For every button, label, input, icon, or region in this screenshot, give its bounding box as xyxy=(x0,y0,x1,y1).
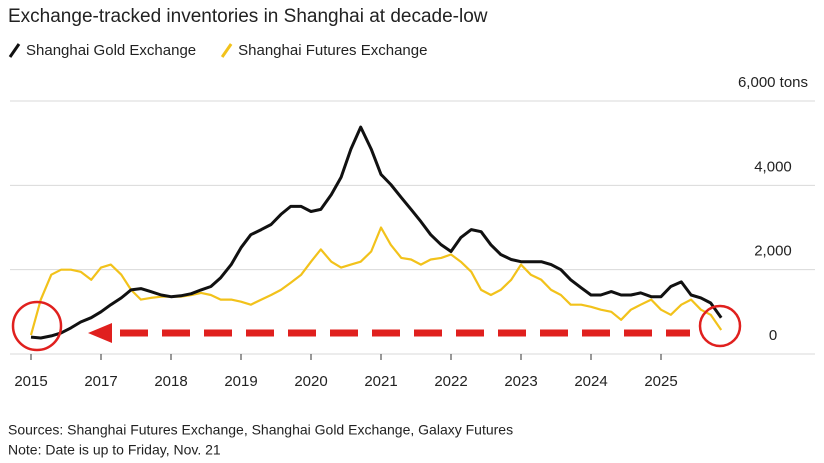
series-line xyxy=(29,226,723,336)
x-tick-label: 2024 xyxy=(574,373,607,390)
x-tick-label: 2025 xyxy=(644,373,677,390)
x-tick-label: 2018 xyxy=(154,373,187,390)
highlight-circle xyxy=(11,300,63,352)
legend-swatch xyxy=(220,43,233,58)
lines xyxy=(29,125,723,340)
x-tick-label: 2015 xyxy=(14,373,47,390)
x-tick-label: 2021 xyxy=(364,373,397,390)
x-tick-label: 2023 xyxy=(504,373,537,390)
sources: Sources: Shanghai Futures Exchange, Shan… xyxy=(8,422,513,438)
arrow-head xyxy=(88,323,112,343)
note: Note: Date is up to Friday, Nov. 21 xyxy=(8,442,221,458)
annotations xyxy=(11,300,742,352)
legend-label: Shanghai Gold Exchange xyxy=(26,42,196,59)
highlight-circle xyxy=(698,304,742,348)
series-line xyxy=(30,125,723,340)
legend-swatch xyxy=(8,43,21,58)
y-tick-label: 6,000 tons xyxy=(738,74,808,91)
x-tick-label: 2017 xyxy=(84,373,117,390)
chart-title: Exchange-tracked inventories in Shanghai… xyxy=(8,6,488,27)
y-tick-label: 2,000 xyxy=(754,243,792,260)
x-tick-label: 2019 xyxy=(224,373,257,390)
x-tick-label: 2020 xyxy=(294,373,327,390)
legend-label: Shanghai Futures Exchange xyxy=(238,42,427,59)
grid: 0 2,000 4,000 6,000 tons 2015 2017 2018 2019 202… xyxy=(10,74,815,390)
y-tick-label: 0 xyxy=(769,327,777,344)
x-tick-label: 2022 xyxy=(434,373,467,390)
legend: Shanghai Gold Exchange Shanghai Futures E… xyxy=(8,42,427,59)
y-tick-label: 4,000 xyxy=(754,158,792,175)
